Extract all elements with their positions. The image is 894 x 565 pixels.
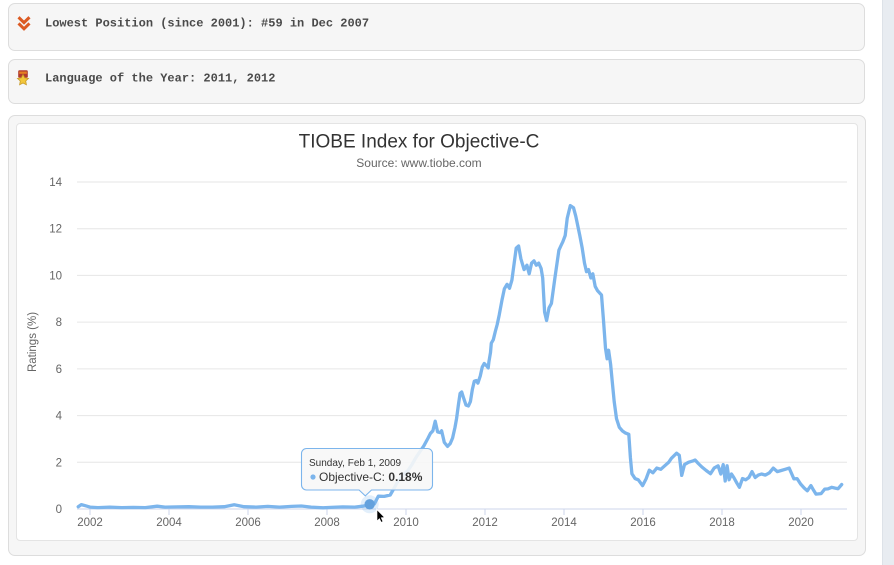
svg-text:10: 10	[49, 270, 62, 282]
svg-text:2020: 2020	[788, 517, 814, 529]
svg-text:2012: 2012	[472, 517, 498, 529]
svg-text:Language of the Year: 2011, 20: Language of the Year: 2011, 2012	[45, 72, 275, 86]
svg-text:2014: 2014	[551, 517, 577, 529]
svg-text:Ratings (%): Ratings (%)	[27, 312, 39, 372]
svg-text:2010: 2010	[393, 517, 419, 529]
svg-text:Objective-C: 0.18%: Objective-C: 0.18%	[319, 470, 423, 484]
svg-text:Source: www.tiobe.com: Source: www.tiobe.com	[356, 156, 481, 170]
svg-text:2002: 2002	[77, 517, 103, 529]
svg-text:0: 0	[56, 504, 62, 516]
svg-text:12: 12	[49, 224, 62, 236]
svg-text:2008: 2008	[314, 517, 340, 529]
svg-text:TIOBE Index for Objective-C: TIOBE Index for Objective-C	[299, 132, 540, 153]
svg-text:Sunday, Feb 1, 2009: Sunday, Feb 1, 2009	[309, 458, 402, 469]
svg-text:2: 2	[56, 457, 62, 469]
svg-text:2004: 2004	[156, 517, 182, 529]
svg-text:2016: 2016	[630, 517, 656, 529]
svg-text:14: 14	[49, 177, 62, 189]
svg-text:2018: 2018	[709, 517, 735, 529]
svg-text:6: 6	[56, 364, 62, 376]
svg-text:2006: 2006	[235, 517, 261, 529]
svg-text:4: 4	[56, 411, 63, 423]
svg-text:8: 8	[56, 317, 62, 329]
svg-text:Lowest Position (since 2001):: Lowest Position (since 2001): #59 in Dec…	[45, 17, 369, 31]
